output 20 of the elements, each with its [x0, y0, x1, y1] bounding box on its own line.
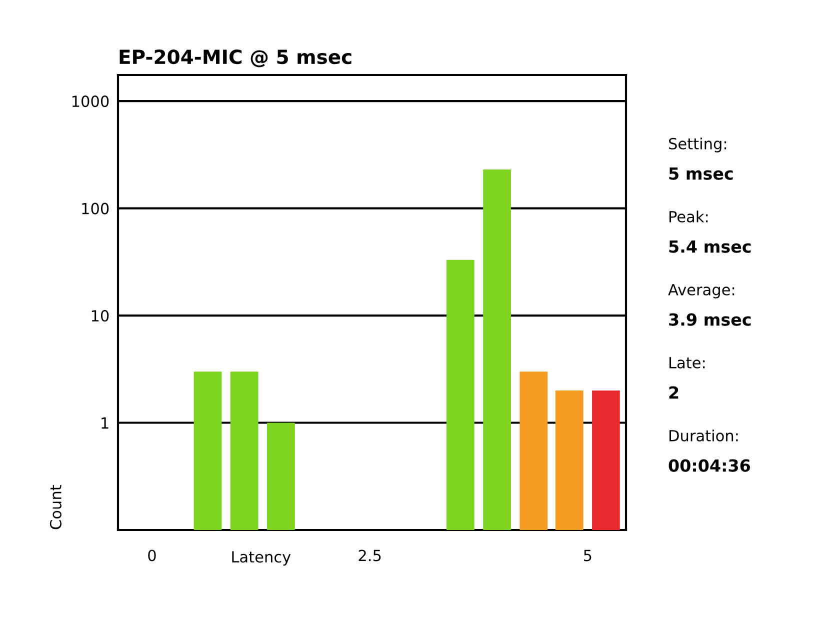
- y-tick-label: 10: [92, 310, 109, 322]
- y-tick-label: 100: [82, 202, 109, 214]
- text: 3.9 msec: [669, 313, 751, 326]
- text: 5 msec: [669, 167, 733, 180]
- y-tick-label: 1000: [72, 96, 109, 108]
- text: 5.4 msec: [669, 240, 751, 253]
- text: Setting:: [669, 138, 726, 152]
- text: 00:04:36: [668, 459, 750, 472]
- x-tick-label: 2.5: [358, 550, 381, 562]
- text: Duration:: [670, 430, 738, 442]
- x-tick-label: 5: [584, 550, 592, 562]
- y-tick-label: 1: [102, 417, 108, 429]
- text: Late:: [670, 357, 705, 368]
- x-axis-title: Latency: [232, 551, 291, 566]
- text: Peak:: [670, 210, 708, 222]
- chart-title: EP-204-MIC @ 5 msec: [120, 49, 352, 68]
- text: Average:: [668, 284, 734, 298]
- y-axis-title: Count: [50, 484, 62, 530]
- x-tick-label: 0: [148, 550, 156, 562]
- text: 2: [669, 386, 678, 399]
